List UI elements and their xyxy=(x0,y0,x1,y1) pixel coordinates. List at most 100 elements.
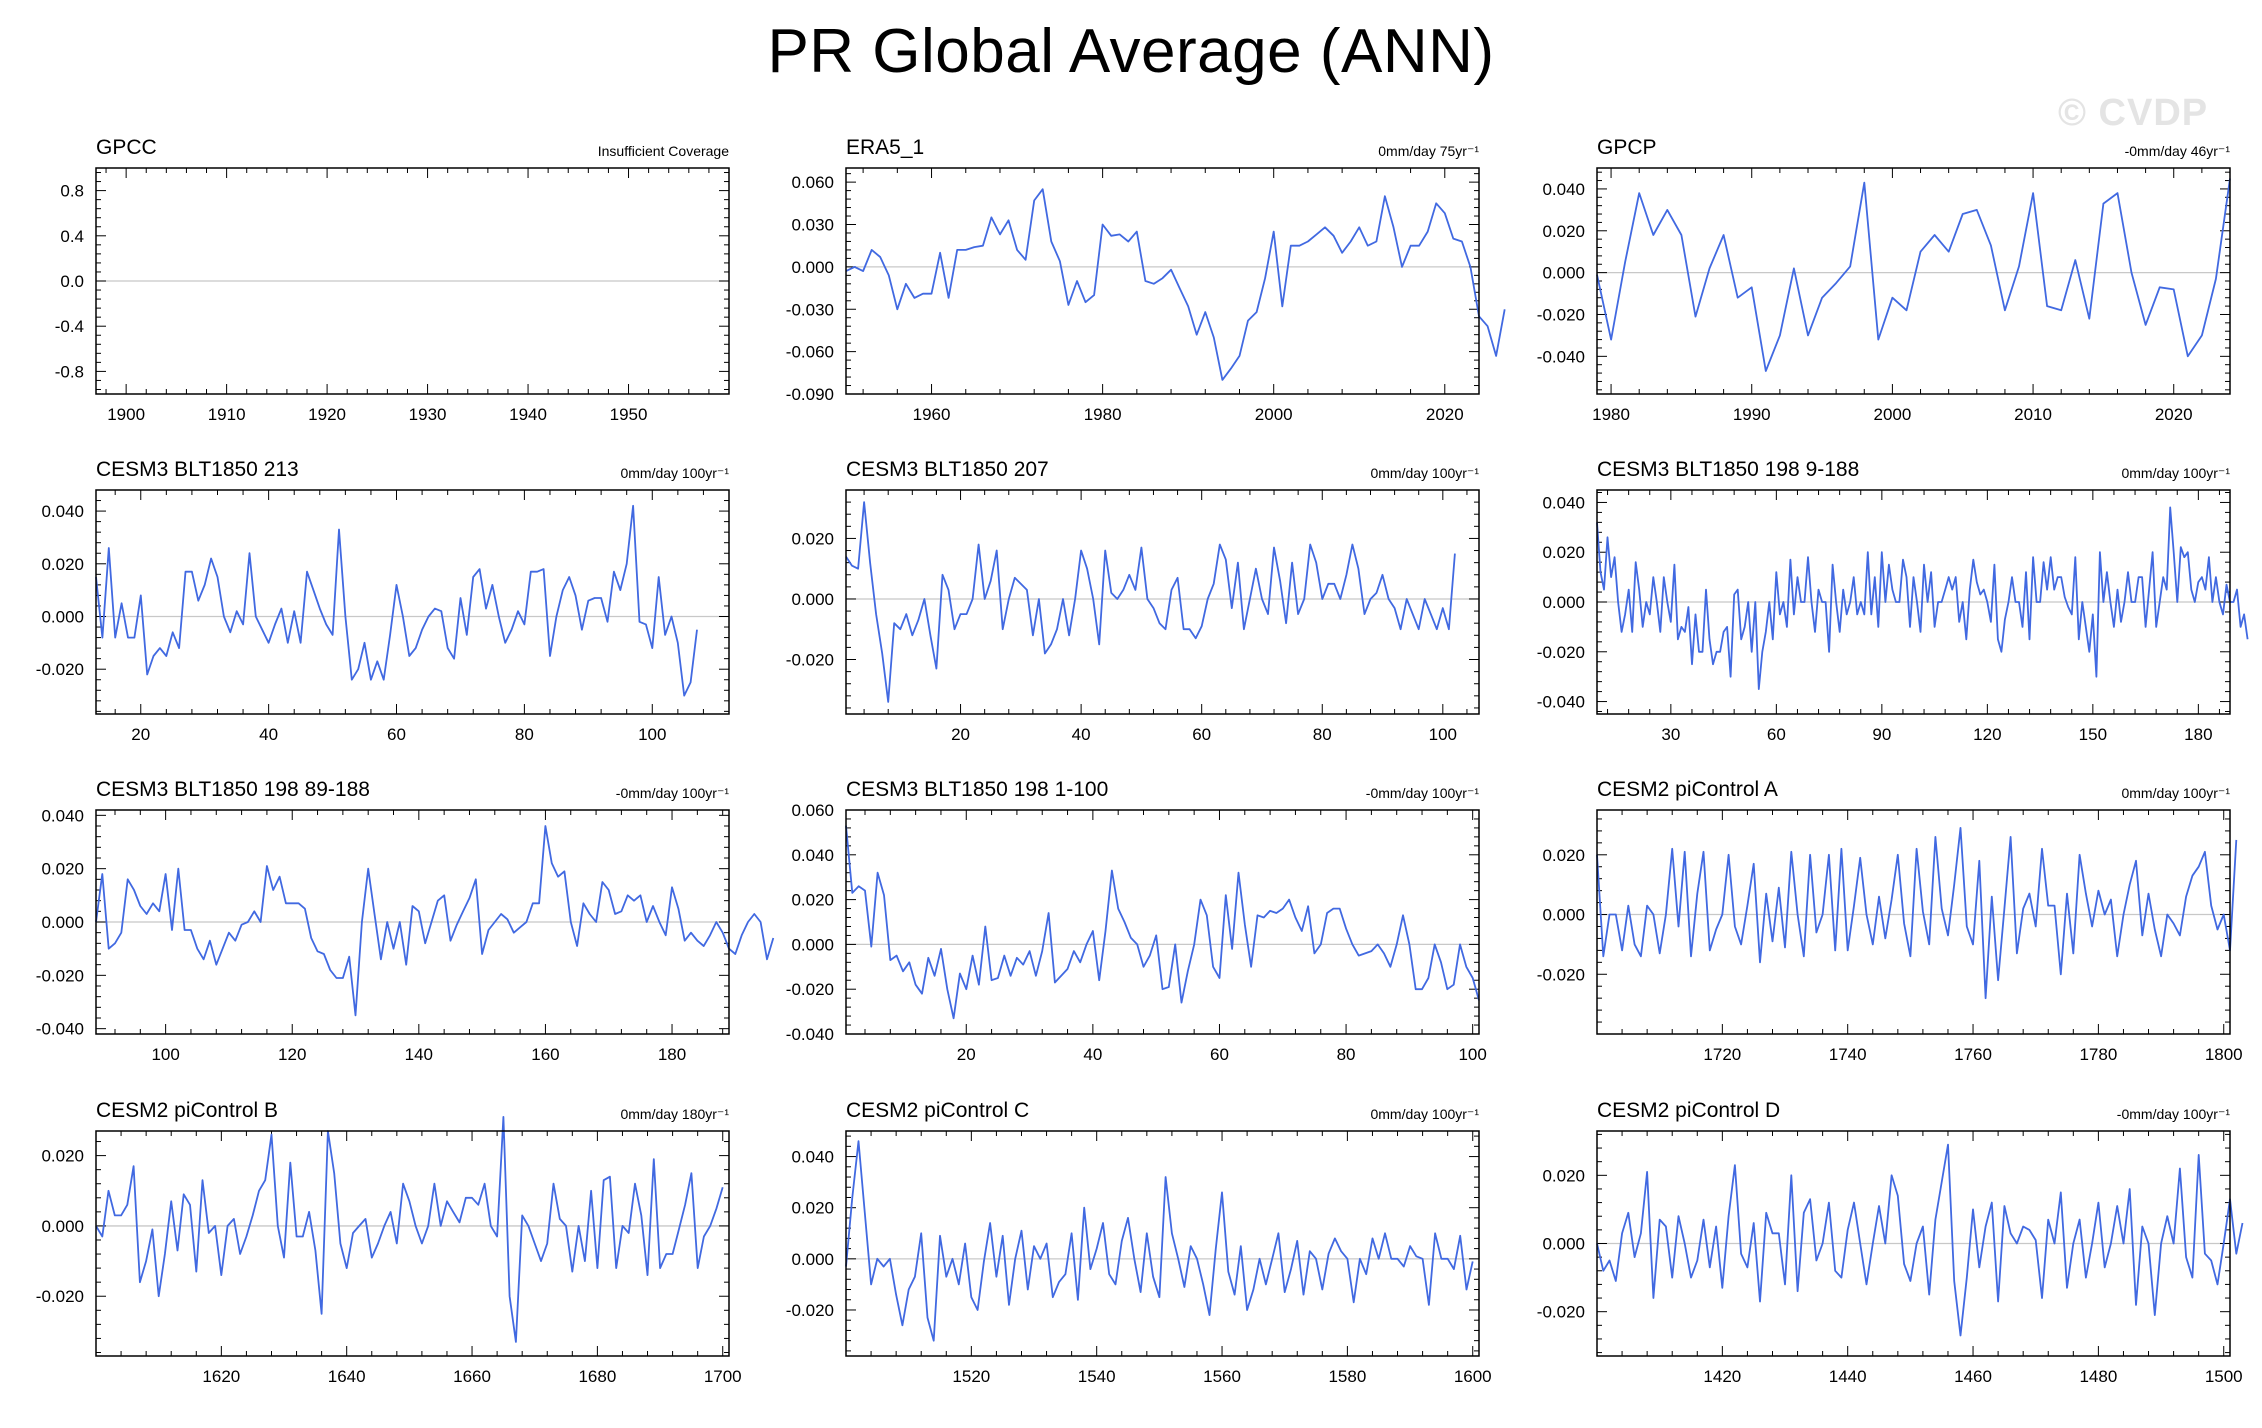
series-line xyxy=(95,504,698,697)
panel-title: CESM2 piControl D xyxy=(1597,1099,1780,1122)
y-tick-label: 0.000 xyxy=(1542,593,1585,612)
panel-subtitle: -0mm/day 100yr⁻¹ xyxy=(1366,785,1480,801)
x-tick-label: 20 xyxy=(131,725,150,744)
panel-title: ERA5_1 xyxy=(846,136,924,159)
x-tick-label: 80 xyxy=(1313,725,1332,744)
y-tick-label: -0.020 xyxy=(1537,1303,1585,1322)
y-tick-label: 0.060 xyxy=(791,173,834,192)
panel-title: CESM2 piControl C xyxy=(846,1099,1029,1122)
x-tick-label: 1950 xyxy=(610,405,648,424)
panel-subtitle: 0mm/day 180yr⁻¹ xyxy=(620,1106,729,1122)
x-tick-label: 100 xyxy=(151,1045,179,1064)
y-tick-label: -0.060 xyxy=(786,343,834,362)
panel-subtitle: Insufficient Coverage xyxy=(598,143,729,159)
y-tick-label: -0.030 xyxy=(786,300,834,319)
y-tick-label: -0.040 xyxy=(786,1025,834,1044)
y-tick-label: 0.040 xyxy=(41,806,84,825)
panel-0: GPCC Insufficient Coverage 1900 1910 1920 193… xyxy=(55,136,730,424)
y-tick-label: -0.020 xyxy=(786,1301,834,1320)
plot-frame xyxy=(1596,1130,2231,1357)
x-tick-label: 1920 xyxy=(308,405,346,424)
x-tick-label: 1980 xyxy=(1592,405,1630,424)
panel-title: GPCP xyxy=(1597,136,1657,159)
x-tick-label: 1680 xyxy=(578,1367,616,1386)
x-tick-label: 1910 xyxy=(208,405,246,424)
x-tick-label: 1780 xyxy=(2079,1045,2117,1064)
x-tick-label: 150 xyxy=(2079,725,2107,744)
figure-title: PR Global Average (ANN) xyxy=(767,17,1495,86)
y-tick-label: -0.040 xyxy=(1537,693,1585,712)
y-tick-label: -0.8 xyxy=(55,362,84,381)
y-tick-label: 0.060 xyxy=(791,801,834,820)
panel-subtitle: 0mm/day 100yr⁻¹ xyxy=(2121,465,2230,481)
x-tick-label: 1930 xyxy=(409,405,447,424)
series-line xyxy=(845,501,1456,703)
plot-frame xyxy=(95,809,730,1035)
panel-3: CESM3 BLT1850 213 0mm/day 100yr⁻¹ 20 40 60 80… xyxy=(36,458,730,744)
x-tick-label: 1580 xyxy=(1328,1367,1366,1386)
plot-frame xyxy=(95,167,730,395)
x-tick-label: 2000 xyxy=(1873,405,1911,424)
series-line xyxy=(1596,1143,2244,1337)
plot-frame xyxy=(845,809,1480,1035)
panel-2: GPCP -0mm/day 46yr⁻¹ 1980 1990 2000 2010 2020 -… xyxy=(1537,136,2231,424)
x-tick-label: 60 xyxy=(1210,1045,1229,1064)
x-tick-label: 1990 xyxy=(1733,405,1771,424)
series-line xyxy=(95,825,775,1017)
x-tick-label: 140 xyxy=(405,1045,433,1064)
panel-subtitle: -0mm/day 100yr⁻¹ xyxy=(616,785,730,801)
x-tick-label: 1760 xyxy=(1954,1045,1992,1064)
y-tick-label: 0.000 xyxy=(791,590,834,609)
plot-frame xyxy=(1596,489,2231,715)
panel-subtitle: -0mm/day 100yr⁻¹ xyxy=(2117,1106,2231,1122)
y-tick-label: 0.040 xyxy=(1542,493,1585,512)
x-tick-label: 1800 xyxy=(2205,1045,2243,1064)
y-tick-label: -0.090 xyxy=(786,385,834,404)
x-tick-label: 40 xyxy=(1072,725,1091,744)
x-tick-label: 2020 xyxy=(1426,405,1464,424)
y-tick-label: 0.000 xyxy=(1542,264,1585,283)
x-tick-label: 1620 xyxy=(202,1367,240,1386)
y-tick-label: 0.8 xyxy=(60,182,84,201)
y-tick-label: -0.040 xyxy=(1537,347,1585,366)
panel-title: CESM3 BLT1850 207 xyxy=(846,458,1049,481)
panel-title: GPCC xyxy=(96,136,157,159)
x-tick-label: 1720 xyxy=(1703,1045,1741,1064)
y-tick-label: -0.020 xyxy=(36,1287,84,1306)
panel-5: CESM3 BLT1850 198 9-188 0mm/day 100yr⁻¹ 30… xyxy=(1537,458,2249,744)
y-tick-label: 0.040 xyxy=(1542,180,1585,199)
panel-title: CESM3 BLT1850 198 1-100 xyxy=(846,778,1108,801)
x-tick-label: 20 xyxy=(951,725,970,744)
x-tick-label: 1960 xyxy=(913,405,951,424)
x-tick-label: 1980 xyxy=(1084,405,1122,424)
panel-subtitle: 0mm/day 100yr⁻¹ xyxy=(1370,465,1479,481)
y-tick-label: 0.020 xyxy=(1542,1166,1585,1185)
x-tick-label: 2020 xyxy=(2155,405,2193,424)
y-tick-label: 0.020 xyxy=(1542,543,1585,562)
x-tick-label: 180 xyxy=(2184,725,2212,744)
plot-frame xyxy=(95,1130,730,1357)
x-tick-label: 80 xyxy=(1337,1045,1356,1064)
plot-frame xyxy=(845,489,1480,715)
series-line xyxy=(1596,827,2238,1000)
x-tick-label: 20 xyxy=(957,1045,976,1064)
plot-frame xyxy=(845,1130,1480,1357)
y-tick-label: 0.040 xyxy=(791,1148,834,1167)
cvdp-watermark: © CVDP xyxy=(2058,92,2209,134)
series-line xyxy=(845,188,1506,381)
series-line xyxy=(1596,178,2231,372)
y-tick-label: -0.020 xyxy=(36,966,84,985)
panel-title: CESM3 BLT1850 198 9-188 xyxy=(1597,458,1859,481)
panel-title: CESM3 BLT1850 213 xyxy=(96,458,299,481)
y-tick-label: 0.020 xyxy=(791,891,834,910)
y-tick-label: 0.0 xyxy=(60,272,84,291)
y-tick-label: -0.020 xyxy=(1537,643,1585,662)
y-tick-label: 0.000 xyxy=(1542,1235,1585,1254)
y-tick-label: -0.040 xyxy=(36,1020,84,1039)
y-tick-label: 0.000 xyxy=(41,1217,84,1236)
y-tick-label: 0.000 xyxy=(791,1250,834,1269)
panel-title: CESM3 BLT1850 198 89-188 xyxy=(96,778,370,801)
x-tick-label: 40 xyxy=(259,725,278,744)
x-tick-label: 1500 xyxy=(2205,1367,2243,1386)
